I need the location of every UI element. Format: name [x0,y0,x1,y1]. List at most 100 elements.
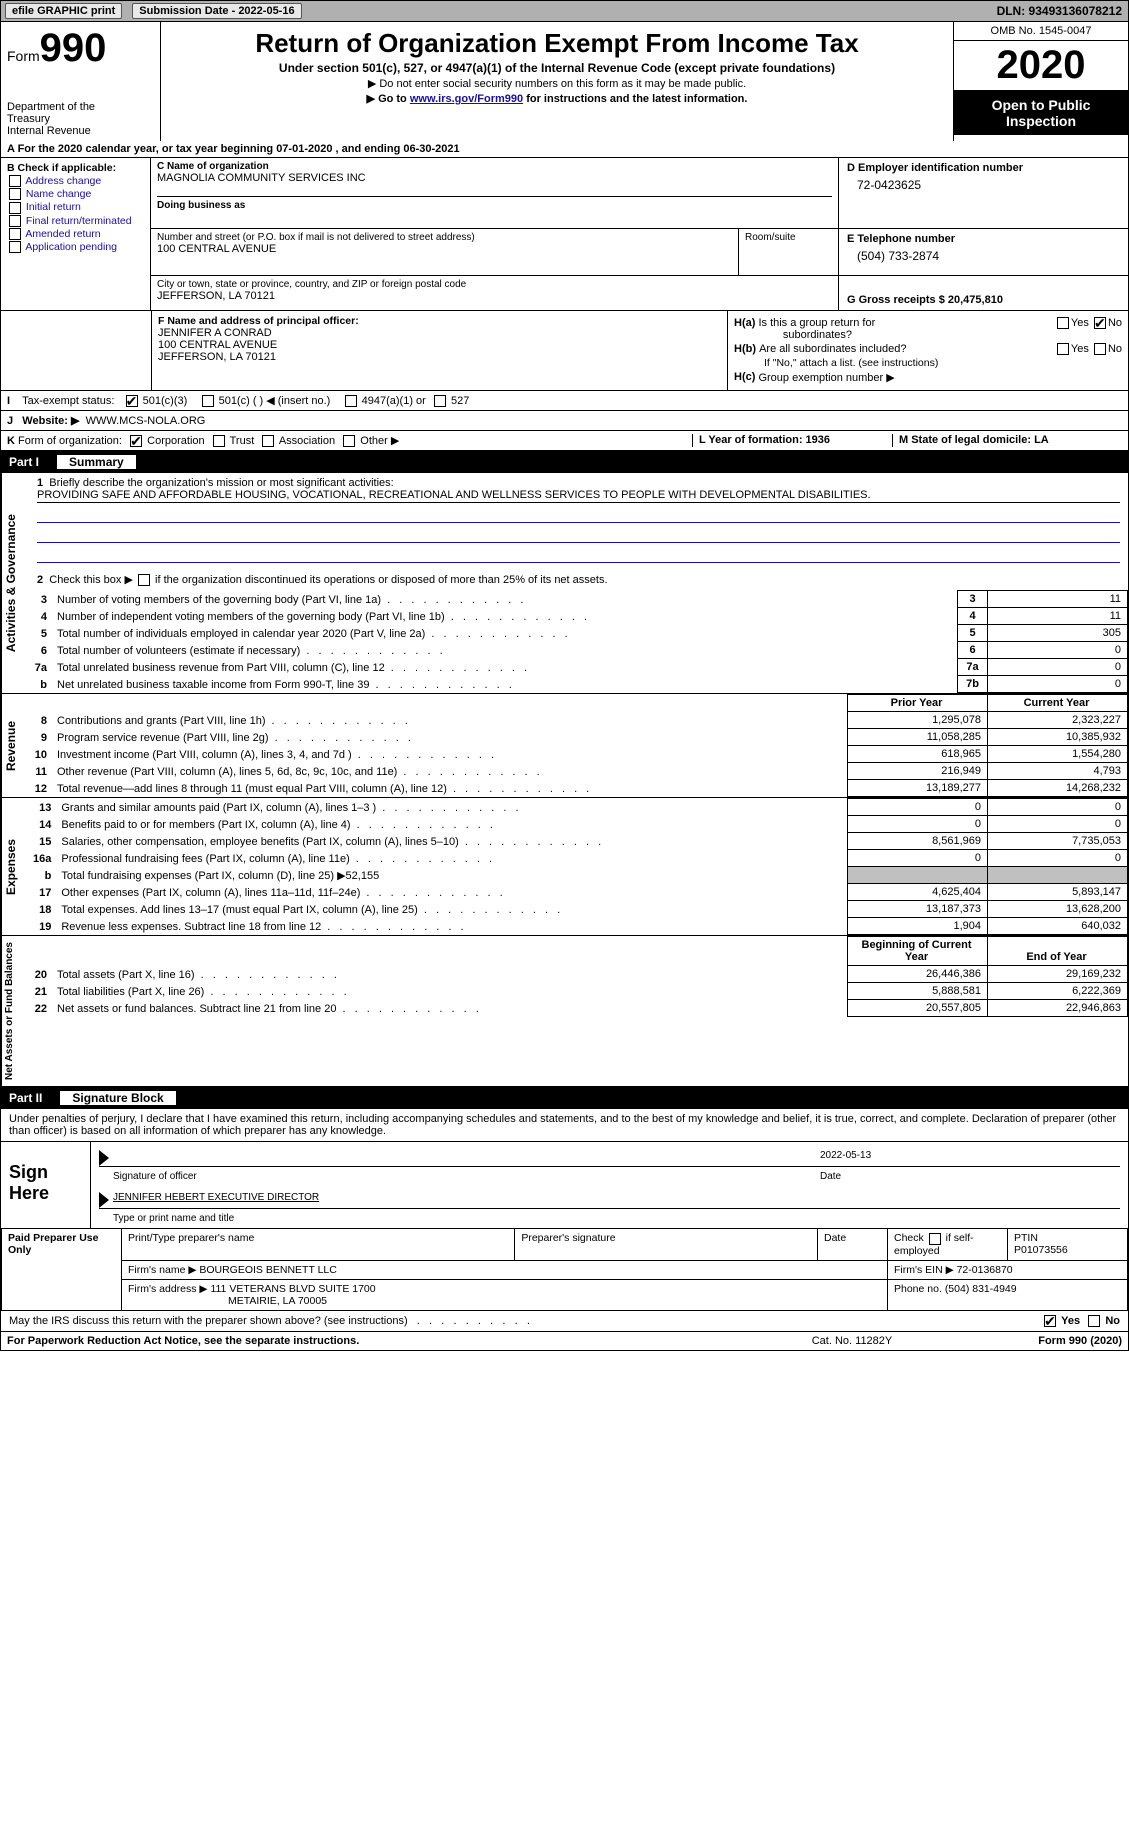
officer-addr2: JEFFERSON, LA 70121 [158,351,721,363]
chk-trust[interactable] [213,435,225,447]
chk-initial-return[interactable]: Initial return [7,201,144,213]
section-c-name: C Name of organization MAGNOLIA COMMUNIT… [151,158,838,228]
row-j: J Website: ▶ WWW.MCS-NOLA.ORG [0,411,1129,431]
row-c-d: C Name of organization MAGNOLIA COMMUNIT… [151,158,1128,229]
revenue-vert-label: Revenue [1,694,29,797]
chk-501c3[interactable] [126,395,138,407]
room-suite-label: Room/suite [738,229,838,275]
chk-527[interactable] [434,395,446,407]
expenses-table: 13Grants and similar amounts paid (Part … [29,798,1128,935]
table-row: bTotal fundraising expenses (Part IX, co… [29,867,1128,884]
row-k-l-m: K Form of organization: Corporation Trus… [0,431,1129,451]
officer-printed-name: JENNIFER HEBERT EXECUTIVE DIRECTOR [113,1192,1120,1208]
tax-year: 2020 [954,41,1128,91]
chk-address-change[interactable]: Address change [7,175,144,187]
prep-self-employed[interactable]: Check if self-employed [888,1229,1008,1260]
governance-section: Activities & Governance 1 Briefly descri… [0,473,1129,694]
omb-number: OMB No. 1545-0047 [954,22,1128,41]
row-a-tax-year: A For the 2020 calendar year, or tax yea… [0,141,1129,158]
part-2-title: Signature Block [60,1091,175,1105]
firm-phone-row: Phone no. (504) 831-4949 [888,1279,1128,1310]
dln-label: DLN: 93493136078212 [997,4,1122,18]
net-assets-table: Beginning of Current YearEnd of Year20To… [29,936,1128,1017]
table-row: 12Total revenue—add lines 8 through 11 (… [29,780,1128,797]
row-l: L Year of formation: 1936 [692,434,892,447]
part-1-number: Part I [9,455,57,469]
form-title: Return of Organization Exempt From Incom… [169,28,945,59]
part-2-number: Part II [9,1091,60,1105]
footer-left: For Paperwork Reduction Act Notice, see … [7,1335,762,1347]
sig-date-label: Date [820,1171,1120,1182]
signature-section: Under penalties of perjury, I declare th… [0,1109,1129,1331]
firm-ein-row: Firm's EIN ▶ 72-0136870 [888,1260,1128,1279]
form990-link[interactable]: www.irs.gov/Form990 [410,93,523,105]
net-assets-section: Net Assets or Fund Balances Beginning of… [0,936,1129,1087]
ein-label: D Employer identification number [847,162,1120,174]
line-2-text: Check this box ▶ if the organization dis… [49,574,607,586]
phone-label: E Telephone number [847,233,1120,245]
row-i: I Tax-exempt status: 501(c)(3) 501(c) ( … [0,391,1129,411]
section-b: B Check if applicable: Address change Na… [1,158,151,310]
footer-mid: Cat. No. 11282Y [762,1335,942,1347]
chk-other[interactable] [343,435,355,447]
table-row: 16aProfessional fundraising fees (Part I… [29,850,1128,867]
blank-line-3 [37,545,1120,563]
dba-label: Doing business as [157,196,832,211]
prep-sig-label: Preparer's signature [515,1229,818,1260]
row-city-g: City or town, state or province, country… [151,276,1128,310]
table-row: 7aTotal unrelated business revenue from … [29,659,1128,676]
org-name-label: C Name of organization [157,161,832,172]
ein-value: 72-0423625 [847,174,1120,200]
expenses-vert-label: Expenses [1,798,29,935]
prep-date-label: Date [818,1229,888,1260]
chk-app-pending[interactable]: Application pending [7,241,144,253]
prep-ptin: PTINP01073556 [1008,1229,1128,1260]
sign-here-row: Sign Here 2022-05-13 Signature of office… [1,1141,1128,1228]
section-b-label: B Check if applicable: [7,162,144,174]
discuss-yes-no[interactable]: Yes No [1042,1315,1120,1327]
chk-amended-return[interactable]: Amended return [7,228,144,240]
officer-signature-line[interactable]: 2022-05-13 [99,1150,1120,1167]
form-number-block: Form990 [7,26,154,71]
sign-here-label: Sign Here [1,1142,91,1228]
form-label: Form [7,48,40,64]
chk-final-return[interactable]: Final return/terminated [7,215,144,227]
hc-text: Group exemption number ▶ [758,371,1122,384]
chk-association[interactable] [262,435,274,447]
header-right: OMB No. 1545-0047 2020 Open to PublicIns… [953,22,1128,141]
footer-right: Form 990 (2020) [942,1335,1122,1347]
table-row: 21Total liabilities (Part X, line 26)5,8… [29,983,1128,1000]
table-row: 19Revenue less expenses. Subtract line 1… [29,918,1128,935]
note-2: ▶ Go to www.irs.gov/Form990 for instruct… [169,92,945,105]
blank-line-1 [37,505,1120,523]
chk-discontinued[interactable] [138,574,150,586]
hb-yes-no[interactable]: Yes No [1055,343,1122,355]
note-2-pre: ▶ Go to [367,93,410,105]
hc-label: H(c) [734,371,755,384]
table-header-row: Prior YearCurrent Year [29,695,1128,712]
officer-addr1: 100 CENTRAL AVENUE [158,339,721,351]
chk-corporation[interactable] [130,435,142,447]
city-label: City or town, state or province, country… [157,279,832,290]
website-value: WWW.MCS-NOLA.ORG [86,415,206,427]
prep-name-label: Print/Type preparer's name [122,1229,515,1260]
part-2-header: Part II Signature Block [0,1087,1129,1109]
governance-vert-label: Activities & Governance [1,473,29,693]
submission-date-badge: Submission Date - 2022-05-16 [132,3,301,19]
ha-yes-no[interactable]: Yes No [1055,317,1122,341]
ha-label: H(a) [734,317,755,341]
table-row: bNet unrelated business taxable income f… [29,676,1128,693]
chk-501c[interactable] [202,395,214,407]
blank-line-2 [37,525,1120,543]
header-left: Form990 Department of the Treasury Inter… [1,22,161,141]
dept-line-2: Treasury [7,113,154,125]
revenue-table: Prior YearCurrent Year8Contributions and… [29,694,1128,797]
chk-4947[interactable] [345,395,357,407]
expenses-section: Expenses 13Grants and similar amounts pa… [0,798,1129,936]
chk-name-change[interactable]: Name change [7,188,144,200]
efile-print-button[interactable]: efile GRAPHIC print [5,3,122,19]
table-row: 5Total number of individuals employed in… [29,625,1128,642]
governance-table: 3Number of voting members of the governi… [29,590,1128,693]
table-row: 14Benefits paid to or for members (Part … [29,816,1128,833]
section-c-to-g: C Name of organization MAGNOLIA COMMUNIT… [151,158,1128,310]
